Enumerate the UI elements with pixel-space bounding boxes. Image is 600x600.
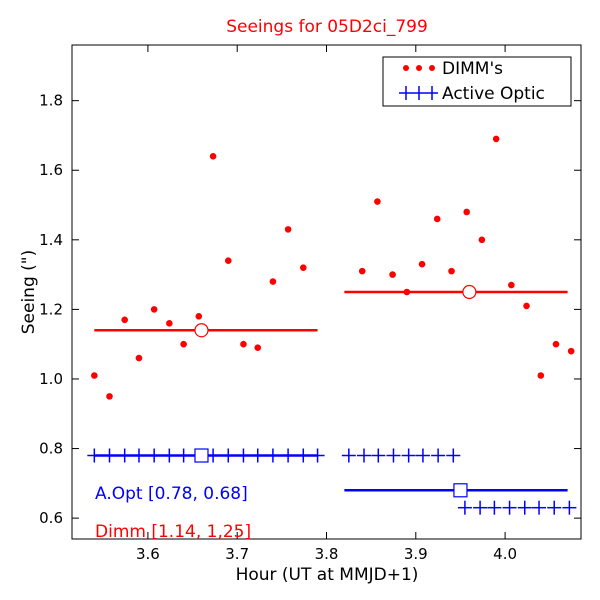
annotation-aopt: A.Opt [0.78, 0.68] xyxy=(95,484,248,504)
x-tick-label: 3.8 xyxy=(315,545,339,563)
y-axis-label: Seeing (") xyxy=(19,250,39,335)
dimm-point xyxy=(463,208,470,216)
dimm-point xyxy=(374,198,381,205)
dimm-point xyxy=(552,340,560,348)
dimm-point xyxy=(448,267,455,275)
y-tick-label: 1.2 xyxy=(39,300,63,318)
dimm-point xyxy=(269,278,277,285)
dimm-point xyxy=(254,344,262,351)
dimm-point xyxy=(389,271,396,278)
dimm-point xyxy=(567,347,575,355)
chart-title: Seeings for 05D2ci_799 xyxy=(226,17,428,37)
dimm-point xyxy=(195,313,203,320)
mean-marker-circle xyxy=(462,284,477,300)
dimm-point xyxy=(209,153,217,160)
plot-layer xyxy=(87,135,577,515)
dimm-point xyxy=(106,393,113,400)
y-tick-label: 1.4 xyxy=(39,231,63,249)
dimm-point xyxy=(240,340,247,348)
dimm-point xyxy=(135,354,143,362)
x-tick-label: 4.0 xyxy=(493,545,517,563)
legend-aopt-marker xyxy=(399,86,438,100)
dimm-point xyxy=(91,372,98,379)
y-tick-label: 0.6 xyxy=(39,509,63,527)
dimm-point xyxy=(166,320,173,327)
mean-marker-square xyxy=(194,448,209,463)
x-tick-label: 3.6 xyxy=(136,545,160,563)
legend: DIMM's Active Optic xyxy=(382,56,572,107)
x-axis-label: Hour (UT at MMJD+1) xyxy=(236,565,419,585)
annotation-dimm: Dimm [1.14, 1,25] xyxy=(95,522,251,542)
y-tick-label: 1.6 xyxy=(39,161,63,179)
dimm-point xyxy=(358,267,366,275)
x-tick-label: 3.7 xyxy=(225,545,249,563)
legend-box xyxy=(382,56,572,107)
dimm-point xyxy=(150,306,158,313)
dimm-point xyxy=(284,226,292,233)
axis-ticks: 3.6 3.7 3.8 3.9 4.0 0.6 0.8 1.0 1.2 1.4 1.6 1.8 xyxy=(39,45,581,563)
y-tick-label: 1.8 xyxy=(39,92,63,110)
dimm-point xyxy=(299,264,307,271)
dimm-point xyxy=(224,257,232,264)
mean-marker-circle xyxy=(194,323,209,338)
dimm-point xyxy=(508,281,515,289)
dimm-point xyxy=(418,260,426,268)
legend-dimm-label: DIMM's xyxy=(442,59,503,79)
y-tick-label: 0.8 xyxy=(39,440,63,458)
x-tick-label: 3.9 xyxy=(404,545,428,563)
dimm-point xyxy=(523,302,530,310)
legend-dimm-marker xyxy=(403,65,435,71)
legend-aopt-label: Active Optic xyxy=(442,84,545,104)
dimm-point xyxy=(403,288,411,296)
dimm-point xyxy=(492,135,500,143)
dimm-point xyxy=(478,236,486,244)
dimm-point xyxy=(433,215,441,223)
dimm-point xyxy=(180,340,187,348)
y-tick-label: 1.0 xyxy=(39,370,63,388)
dimm-point xyxy=(121,316,128,324)
mean-marker-square xyxy=(453,483,468,498)
dimm-point xyxy=(537,372,545,379)
